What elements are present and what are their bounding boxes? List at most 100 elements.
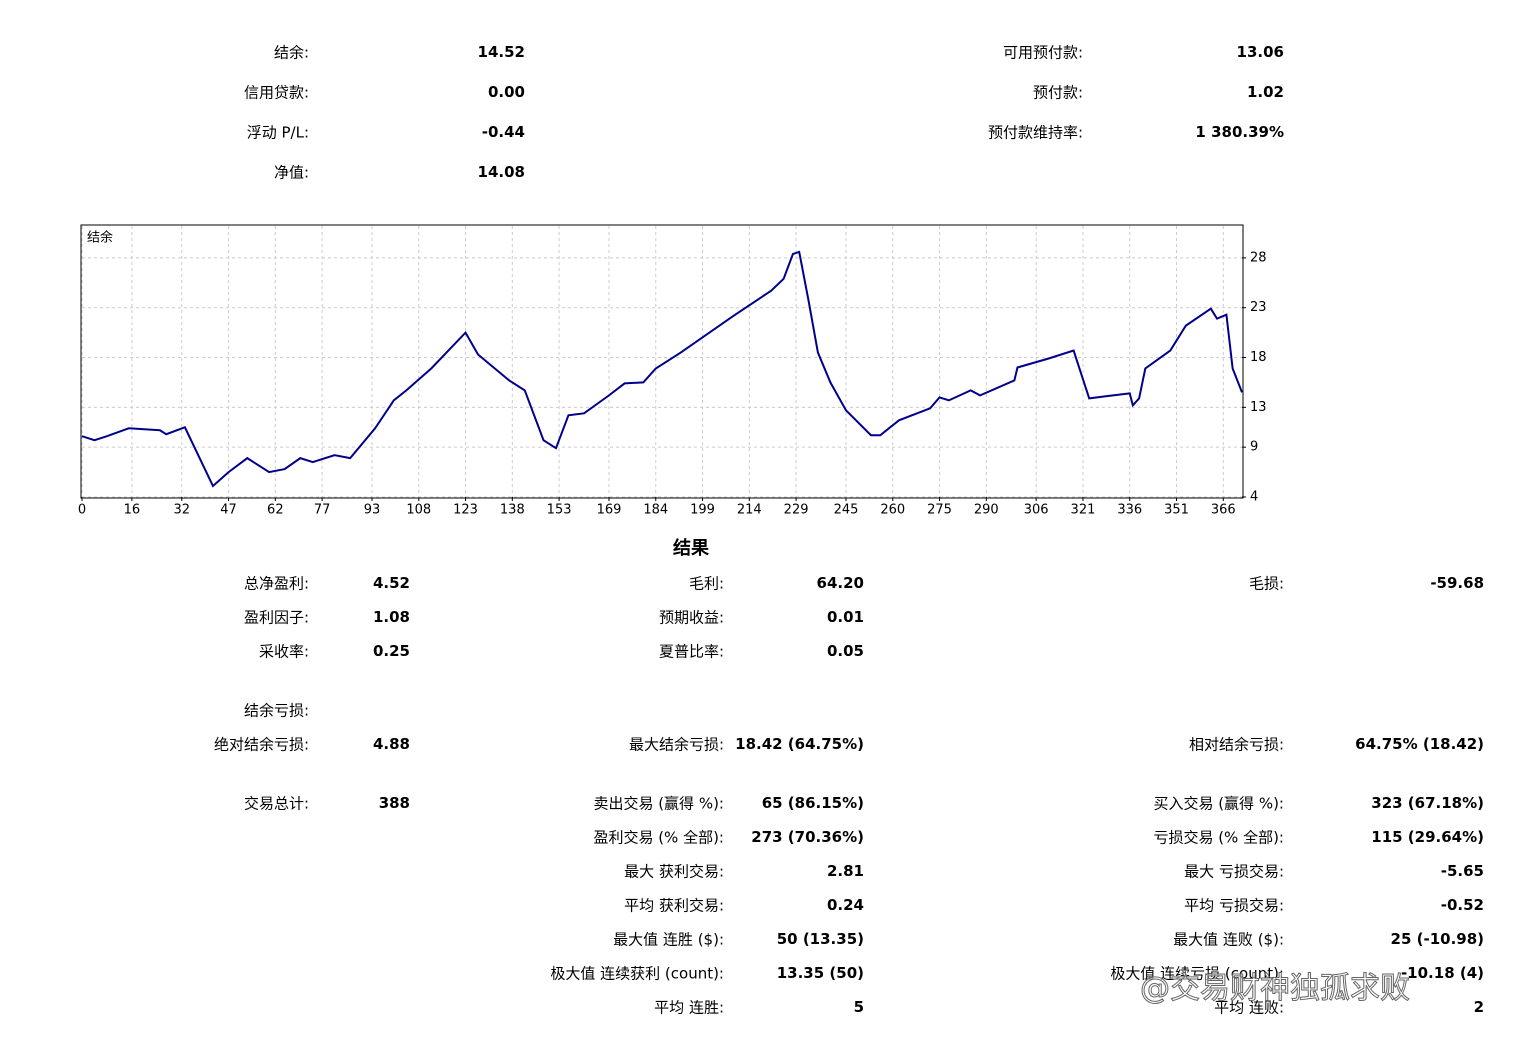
label: 极大值 连续亏损 (count):	[1110, 964, 1284, 983]
plot-frame	[80, 224, 1244, 499]
label: 最大值 连败 ($):	[1173, 930, 1284, 949]
label: 买入交易 (赢得 %):	[1153, 794, 1284, 813]
label: 盈利交易 (% 全部):	[593, 828, 724, 847]
x-tick-label: 123	[453, 503, 478, 518]
y-tick-label: 28	[1250, 250, 1267, 265]
label: 亏损交易 (% 全部):	[1153, 828, 1284, 847]
label: 盈利因子:	[243, 608, 309, 627]
y-tick-label: 13	[1250, 400, 1267, 415]
label: 浮动 P/L:	[246, 123, 309, 142]
value: 5	[853, 998, 864, 1016]
x-tick-label: 108	[406, 503, 431, 518]
label: 最大结余亏损:	[628, 735, 724, 754]
x-tick-label: 351	[1164, 503, 1189, 518]
label: 毛利:	[688, 574, 724, 593]
x-tick-label: 138	[500, 503, 525, 518]
value: 273 (70.36%)	[751, 828, 864, 846]
x-tick-label: 169	[597, 503, 622, 518]
x-tick-label: 306	[1024, 503, 1049, 518]
chart-title: 结余	[87, 230, 113, 246]
x-tick-label: 260	[880, 503, 905, 518]
label: 绝对结余亏损:	[213, 735, 309, 754]
y-tick-label: 9	[1250, 440, 1258, 455]
value: -0.44	[481, 123, 525, 141]
value: 115 (29.64%)	[1371, 828, 1484, 846]
x-tick-label: 32	[174, 503, 191, 518]
watermark: @交易财神独孤求败	[1140, 971, 1411, 1007]
label: 卖出交易 (赢得 %):	[593, 794, 724, 813]
label: 总净盈利:	[243, 574, 309, 593]
chart: 0 16 32 47 62 77 93 108 123 138 153 169 184 199 214 229…	[78, 224, 1267, 518]
value: 14.52	[477, 43, 525, 61]
value: -59.68	[1430, 574, 1484, 592]
value: 18.42 (64.75%)	[735, 735, 864, 753]
x-tick-label: 229	[784, 503, 809, 518]
value: 1.02	[1246, 83, 1284, 101]
x-tick-label: 0	[78, 503, 86, 518]
value: 0.25	[372, 642, 410, 660]
label: 最大 获利交易:	[624, 862, 724, 881]
x-tick-label: 199	[690, 503, 715, 518]
x-tick-label: 62	[267, 503, 284, 518]
label: 信用贷款:	[243, 83, 309, 102]
label: 平均 获利交易:	[624, 896, 724, 915]
label: 结余:	[273, 43, 309, 62]
section-title: 结果	[673, 538, 709, 559]
value: 323 (67.18%)	[1371, 794, 1484, 812]
label: 采收率:	[258, 642, 309, 661]
value: -10.18 (4)	[1400, 964, 1484, 982]
x-tick-label: 336	[1117, 503, 1142, 518]
value: -0.52	[1440, 896, 1484, 914]
x-tick-label: 47	[220, 503, 237, 518]
label: 平均 连胜:	[654, 998, 724, 1017]
y-tick-label: 4	[1250, 490, 1258, 505]
label: 预付款维持率:	[987, 123, 1083, 142]
label: 夏普比率:	[658, 642, 724, 661]
x-tick-label: 245	[834, 503, 859, 518]
balance-line	[81, 250, 1243, 488]
value: 0.00	[487, 83, 525, 101]
label: 预期收益:	[658, 608, 724, 627]
x-tick-label: 366	[1211, 503, 1236, 518]
label: 结余亏损:	[243, 701, 309, 720]
x-tick-label: 290	[974, 503, 999, 518]
y-tick-label: 18	[1250, 350, 1267, 365]
x-tick-label: 93	[364, 503, 381, 518]
value: 13.06	[1236, 43, 1284, 61]
value: 1 380.39%	[1195, 123, 1284, 141]
label: 平均 亏损交易:	[1184, 896, 1284, 915]
value: 64.20	[816, 574, 864, 592]
value: 2.81	[826, 862, 864, 880]
label: 交易总计:	[243, 794, 309, 813]
value: 0.01	[826, 608, 864, 626]
value: 4.88	[372, 735, 410, 753]
value: 388	[378, 794, 410, 812]
label: 预付款:	[1032, 83, 1083, 102]
x-tick-label: 321	[1071, 503, 1096, 518]
value: -5.65	[1440, 862, 1484, 880]
value: 4.52	[372, 574, 410, 592]
label: 可用预付款:	[1002, 43, 1083, 62]
x-tick-label: 214	[737, 503, 762, 518]
label: 极大值 连续获利 (count):	[550, 964, 724, 983]
x-tick-label: 77	[314, 503, 331, 518]
label: 相对结余亏损:	[1188, 735, 1284, 754]
label: 最大 亏损交易:	[1184, 862, 1284, 881]
y-tick-label: 23	[1250, 300, 1267, 315]
x-tick-label: 275	[927, 503, 952, 518]
value: 50 (13.35)	[776, 930, 864, 948]
label: 毛损:	[1248, 574, 1284, 593]
label: 净值:	[273, 163, 309, 182]
x-tick-label: 153	[547, 503, 572, 518]
value: 1.08	[372, 608, 410, 626]
x-tick-label: 16	[124, 503, 141, 518]
value: 14.08	[477, 163, 525, 181]
value: 2	[1473, 998, 1484, 1016]
value: 64.75% (18.42)	[1355, 735, 1484, 753]
value: 25 (-10.98)	[1390, 930, 1484, 948]
value: 0.05	[826, 642, 864, 660]
label: 平均 连败:	[1214, 998, 1284, 1017]
value: 13.35 (50)	[776, 964, 864, 982]
value: 65 (86.15%)	[761, 794, 864, 812]
